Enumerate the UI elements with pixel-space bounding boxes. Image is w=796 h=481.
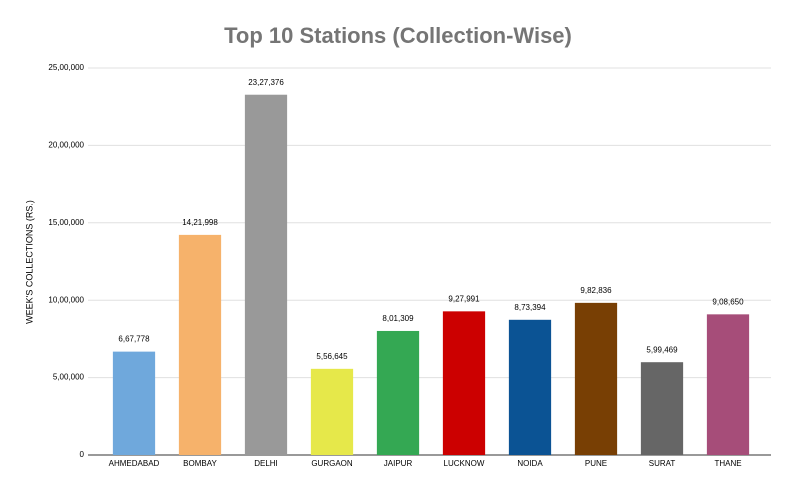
bar bbox=[310, 368, 354, 455]
x-tick-label: BOMBAY bbox=[183, 459, 217, 468]
bar bbox=[112, 351, 156, 455]
value-label: 8,73,394 bbox=[514, 303, 546, 312]
bar bbox=[640, 362, 684, 455]
x-tick-label: NOIDA bbox=[517, 459, 543, 468]
x-tick-label: JAIPUR bbox=[384, 459, 413, 468]
y-tick-label: 0 bbox=[80, 450, 85, 459]
y-tick-label: 5,00,000 bbox=[53, 373, 85, 382]
value-label: 14,21,998 bbox=[182, 218, 218, 227]
bar bbox=[574, 302, 618, 455]
x-tick-label: SURAT bbox=[649, 459, 676, 468]
value-label: 6,67,778 bbox=[118, 335, 150, 344]
bar bbox=[706, 314, 750, 455]
value-label: 8,01,309 bbox=[382, 314, 414, 323]
x-tick-label: THANE bbox=[714, 459, 741, 468]
y-tick-label: 15,00,000 bbox=[48, 218, 84, 227]
bar bbox=[508, 319, 552, 455]
value-label: 5,99,469 bbox=[646, 345, 678, 354]
x-tick-label: AHMEDABAD bbox=[109, 459, 160, 468]
chart-title: Top 10 Stations (Collection-Wise) bbox=[224, 23, 572, 48]
x-tick-label: LUCKNOW bbox=[444, 459, 485, 468]
y-tick-label: 10,00,000 bbox=[48, 295, 84, 304]
bar bbox=[244, 94, 288, 455]
bar bbox=[442, 311, 486, 455]
value-label: 5,56,645 bbox=[316, 352, 348, 361]
value-label: 9,08,650 bbox=[712, 297, 744, 306]
y-tick-label: 20,00,000 bbox=[48, 141, 84, 150]
y-tick-label: 25,00,000 bbox=[48, 63, 84, 72]
value-label: 9,27,991 bbox=[448, 294, 480, 303]
y-axis-label: WEEK'S COLLECTIONS (RS.) bbox=[24, 200, 34, 324]
x-tick-label: DELHI bbox=[254, 459, 278, 468]
bar bbox=[178, 234, 222, 455]
x-tick-label: GURGAON bbox=[311, 459, 353, 468]
value-label: 23,27,376 bbox=[248, 78, 284, 87]
bar bbox=[376, 330, 420, 455]
x-tick-label: PUNE bbox=[585, 459, 607, 468]
value-label: 9,82,836 bbox=[580, 286, 612, 295]
